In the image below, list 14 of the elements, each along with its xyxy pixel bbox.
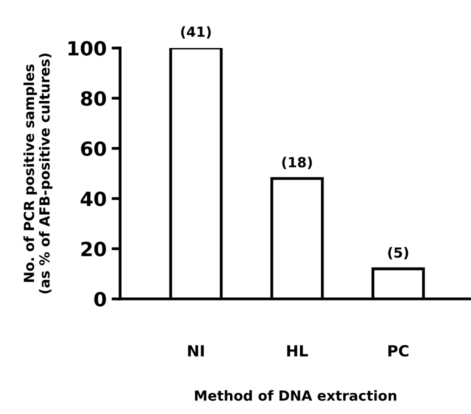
x-tick-label: HL bbox=[287, 345, 308, 356]
y-tick-label: 60 bbox=[81, 141, 106, 156]
x-tick-label: NI bbox=[188, 345, 204, 356]
y-tick-label: 40 bbox=[80, 192, 106, 206]
annotation: (41) bbox=[181, 26, 211, 39]
y-tick-label: 0 bbox=[94, 292, 106, 307]
annotation: (5) bbox=[388, 247, 408, 260]
y-tick-label: 100 bbox=[68, 40, 106, 56]
y-tick-label: 20 bbox=[81, 242, 106, 256]
y-axis-title: No. of PCR positive samples (as % of AFB-positive cultures) bbox=[23, 54, 52, 294]
annotation: (18) bbox=[282, 156, 312, 170]
x-tick-label: PC bbox=[388, 345, 408, 357]
y-tick-label: 80 bbox=[81, 91, 106, 106]
x-axis-title: Method of DNA extraction bbox=[195, 390, 396, 401]
